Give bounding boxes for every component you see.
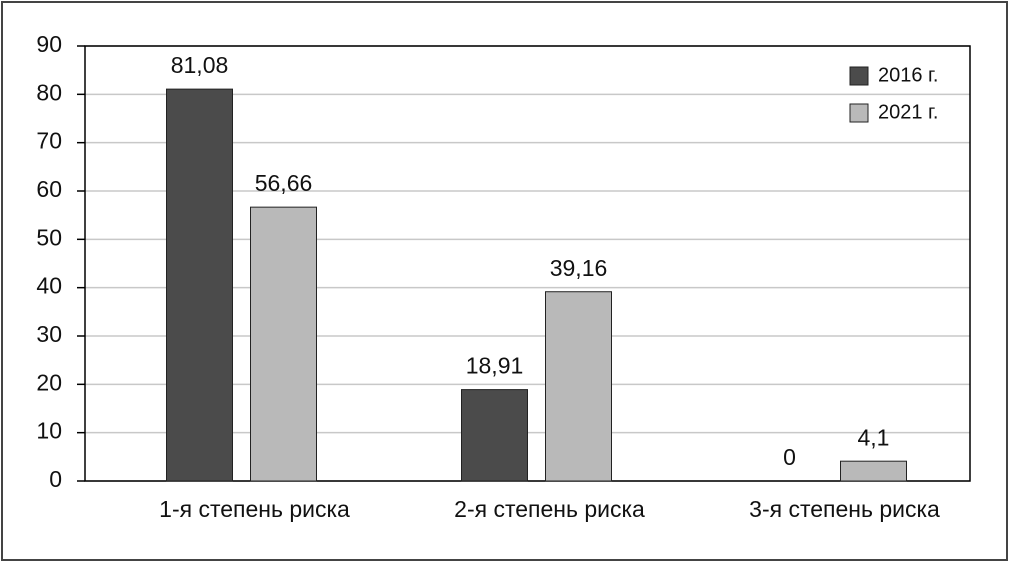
legend-swatch	[849, 103, 869, 123]
y-tick-label: 10	[36, 418, 62, 444]
y-tick-label: 50	[36, 224, 62, 250]
x-tick-label: 1-я степень риска	[159, 496, 350, 522]
y-tick-label: 90	[36, 31, 62, 57]
y-tick-label: 70	[36, 128, 62, 154]
legend-label: 2016 г.	[878, 64, 938, 86]
x-tick-label: 3-я степень риска	[749, 496, 940, 522]
legend-label: 2021 г.	[878, 101, 938, 123]
y-tick-label: 80	[36, 79, 62, 105]
y-tick-label: 60	[36, 176, 62, 202]
value-label: 0	[783, 444, 796, 470]
bar	[461, 389, 528, 482]
value-label: 4,1	[858, 424, 890, 450]
y-tick-label: 0	[49, 466, 62, 492]
value-label: 39,16	[550, 255, 608, 281]
value-label: 18,91	[466, 353, 524, 379]
y-tick-label: 40	[36, 273, 62, 299]
bar	[166, 88, 233, 482]
value-label: 81,08	[171, 52, 229, 78]
bar	[840, 460, 907, 482]
y-tick-label: 30	[36, 321, 62, 347]
y-tick-label: 20	[36, 369, 62, 395]
legend-swatch	[849, 66, 869, 86]
bar	[250, 206, 317, 482]
value-label: 56,66	[255, 170, 313, 196]
x-tick-label: 2-я степень риска	[454, 496, 645, 522]
bar	[545, 291, 612, 482]
